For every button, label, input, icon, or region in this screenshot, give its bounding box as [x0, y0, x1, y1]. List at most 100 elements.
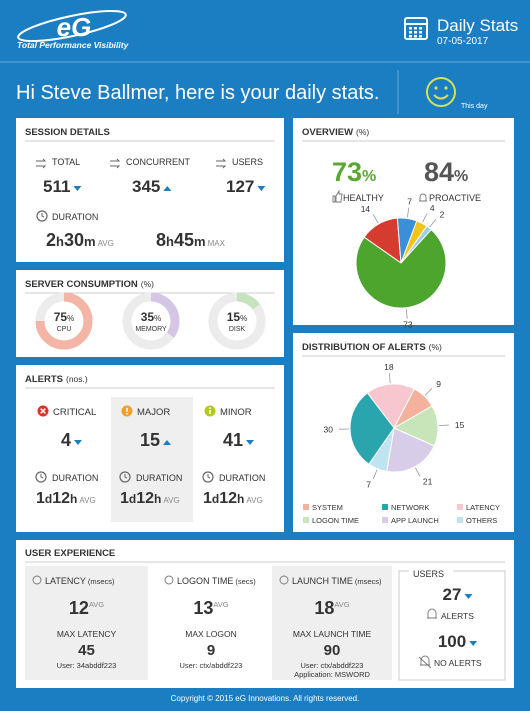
pie-label: 7: [407, 197, 412, 207]
duration-unit: m: [194, 234, 206, 249]
ux-max-value: 90: [324, 642, 341, 659]
ux-card: [25, 566, 148, 680]
duration-unit: m: [84, 234, 96, 249]
pie-leader: [414, 467, 421, 477]
legend-label: APP LAUNCH: [391, 516, 439, 525]
pie-slice: [386, 427, 435, 473]
trend-arrow: [246, 440, 255, 445]
legend-label: NETWORK: [391, 503, 429, 512]
panel-heading: DISTRIBUTION OF ALERTS (%): [302, 342, 442, 353]
panel-heading: SESSION DETAILS: [25, 127, 110, 138]
footer: Copyright © 2015 eG Innovations. All rig…: [171, 694, 360, 703]
legend-swatch: [303, 504, 309, 510]
pie-leader: [438, 424, 449, 427]
calendar-icon: [419, 31, 422, 34]
panel-title-unit: (%): [429, 342, 442, 352]
alert-icon: [209, 407, 211, 410]
duration-stat: 8h45m MAX: [156, 230, 226, 250]
ux-unit: (secs): [235, 577, 256, 586]
ux-avg: 13AVG: [193, 598, 228, 618]
metric-icon: [36, 158, 47, 169]
panel-title-unit: (nos.): [66, 374, 88, 384]
alert-label: MINOR: [220, 407, 252, 418]
ux-card: [272, 566, 392, 680]
ux-avg-tag: AVG: [334, 600, 349, 609]
smiley-icon: [444, 86, 448, 90]
donut-label: MEMORY: [135, 326, 167, 333]
pie-label: 15: [455, 420, 465, 430]
panel-heading: ALERTS (nos.): [25, 374, 88, 385]
ux-title: LAUNCH TIME: [292, 576, 353, 586]
donut-label: DISK: [229, 326, 246, 333]
ux-detail: User: ctx/abddf223: [180, 661, 243, 670]
donut-label: CPU: [57, 326, 72, 333]
pie-leader: [429, 218, 437, 228]
header-title: Daily Stats: [437, 16, 518, 35]
users-title: USERS: [413, 569, 444, 579]
metric-icon: [216, 158, 227, 169]
duration-value: 45: [174, 230, 194, 250]
greeting: Hi Steve Ballmer, here is your daily sta…: [16, 82, 379, 104]
bell-icon: [427, 608, 437, 619]
legend-swatch: [382, 517, 388, 523]
ux-max-label: MAX LAUNCH TIME: [293, 629, 372, 639]
metric-label: USERS: [232, 157, 263, 167]
metric-value: 127: [226, 177, 254, 196]
donut-arc: [236, 292, 261, 310]
duration-label: DURATION: [52, 212, 98, 222]
overview-stat: 73%: [332, 157, 376, 187]
ux-card-title: LAUNCH TIME (msecs): [292, 576, 382, 586]
ux-max-value: 9: [207, 642, 215, 659]
clock-icon: [207, 474, 211, 479]
trend-arrow: [163, 440, 172, 445]
alert-highlight: [111, 397, 193, 522]
logo: eG: [57, 12, 92, 42]
ux-max-label: MAX LOGON: [185, 629, 236, 639]
clock-icon: [119, 471, 131, 483]
alert-value: 15: [140, 430, 160, 450]
panel: [16, 118, 284, 262]
panel-title: SERVER CONSUMPTION: [25, 279, 138, 290]
header-date: 07-05-2017: [437, 36, 489, 47]
ux-avg-value: 13: [193, 598, 213, 618]
trend-arrow: [257, 186, 266, 191]
metric-label: TOTAL: [52, 157, 80, 167]
overview-value: 73: [332, 157, 362, 187]
alert-label: MAJOR: [137, 407, 170, 418]
ux-avg-tag: AVG: [213, 600, 228, 609]
overview-unit: %: [454, 168, 468, 185]
alert-label: CRITICAL: [53, 407, 96, 418]
donut-number: 15: [227, 310, 241, 324]
panel-heading: OVERVIEW (%): [302, 127, 369, 138]
legend-label: SYSTEM: [312, 503, 343, 512]
pie-slice: [355, 228, 447, 309]
pie-slice: [366, 383, 416, 429]
alert-icon: [40, 408, 46, 414]
ux-detail: User: 34abddf223: [57, 661, 117, 670]
pie-leader: [388, 373, 391, 384]
calendar-icon: [414, 27, 417, 30]
pie-leader: [424, 387, 433, 396]
duration-unit: d: [212, 492, 219, 506]
panel-title: SESSION DETAILS: [25, 127, 110, 138]
pie-label: 14: [361, 204, 371, 214]
donut-number: 75: [54, 310, 68, 324]
ux-avg: 12AVG: [69, 598, 104, 618]
users-label: NO ALERTS: [434, 658, 482, 668]
duration-value: 30: [64, 230, 84, 250]
ux-card-title: LOGON TIME (secs): [177, 576, 256, 586]
metric-value: 511: [43, 177, 70, 196]
legend-label: LATENCY: [466, 503, 500, 512]
calendar-icon: [414, 35, 417, 38]
calendar-icon: [409, 31, 412, 34]
duration-unit: h: [237, 492, 244, 506]
clock-icon: [41, 213, 45, 218]
duration-value: 2: [46, 230, 56, 250]
calendar-icon: [419, 27, 422, 30]
users-value: 100: [438, 632, 466, 651]
alert-value: 41: [223, 430, 243, 450]
donut-value: 75%: [54, 310, 74, 324]
duration-unit: h: [70, 492, 77, 506]
donut-unit: %: [154, 314, 161, 323]
